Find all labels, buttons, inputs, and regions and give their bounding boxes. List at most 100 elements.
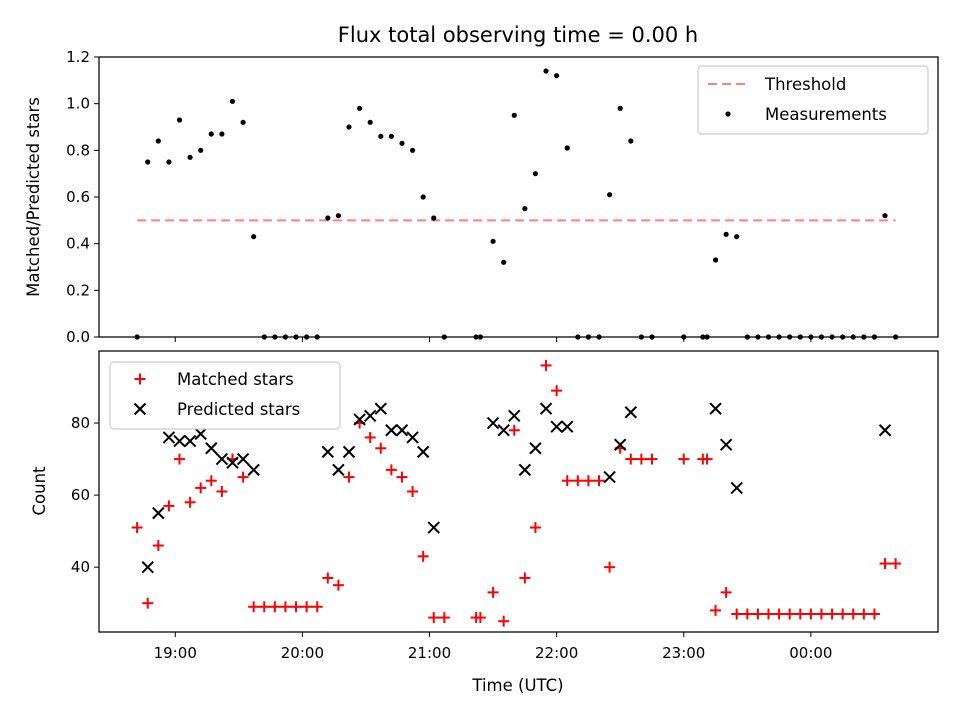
legend-threshold-label: Threshold (764, 75, 846, 94)
matched-point (773, 608, 785, 620)
measurement-point (187, 154, 193, 160)
legend-matched-swatch (134, 373, 146, 385)
count-panel: 40 60 80 19:00 20:00 21:00 22:00 23:00 00:00 Co… (30, 350, 939, 695)
predicted-point (550, 420, 563, 433)
predicted-point (719, 438, 733, 451)
measurement-point (251, 234, 257, 240)
measurement-point (501, 259, 507, 265)
predicted-point (561, 420, 574, 433)
count-y-tick-label: 60 (71, 486, 90, 504)
measurement-point (198, 147, 204, 153)
predicted-point (518, 463, 532, 477)
matched-point (385, 464, 397, 476)
measurement-point (554, 73, 560, 79)
matched-point (529, 522, 541, 534)
matched-point (741, 608, 753, 620)
matched-point (561, 475, 573, 487)
legend-predicted-label: Predicted stars (177, 400, 300, 419)
count-y-tick-label: 40 (71, 558, 90, 576)
count-x-tick-label: 23:00 (662, 644, 705, 662)
matched-point (879, 558, 891, 570)
count-x-tick-label: 21:00 (408, 644, 451, 662)
legend-matched-label: Matched stars (177, 370, 294, 389)
measurement-point (378, 133, 384, 139)
ratio-y-ticks: 0.0 0.2 0.4 0.6 0.8 1.0 1.2 (66, 48, 99, 346)
count-legend-box (109, 361, 341, 430)
ratio-y-tick-label: 0.6 (66, 188, 90, 206)
count-y-ticks: 40 60 80 (71, 414, 99, 576)
matched-point (646, 453, 658, 465)
matched-point (364, 431, 376, 443)
ratio-y-tick-label: 0.4 (66, 235, 90, 253)
matched-point (322, 572, 334, 584)
matched-point (195, 482, 207, 494)
matched-point (269, 601, 281, 613)
measurement-point (325, 215, 331, 221)
matched-point (163, 500, 175, 512)
matched-point (701, 453, 713, 465)
matched-point (625, 453, 637, 465)
matched-point (205, 475, 217, 487)
matched-point (582, 475, 594, 487)
ratio-y-tick-label: 1.0 (66, 95, 90, 113)
count-x-tick-label: 20:00 (281, 644, 324, 662)
matched-point (311, 601, 323, 613)
matched-point (396, 471, 408, 483)
measurement-point (240, 119, 246, 125)
predicted-point (321, 445, 335, 459)
measurement-point (628, 138, 634, 144)
predicted-point (497, 424, 510, 437)
matched-point (731, 608, 743, 620)
count-x-tick-label: 00:00 (789, 644, 832, 662)
matched-point (343, 471, 355, 483)
ratio-y-tick-label: 0.8 (66, 141, 90, 159)
measurement-point (522, 206, 528, 212)
predicted-point (173, 434, 186, 448)
matched-point (519, 572, 531, 584)
matched-point (826, 608, 838, 620)
matched-point (572, 475, 584, 487)
matched-point (142, 597, 154, 609)
measurement-point (617, 105, 623, 111)
measurement-point (356, 105, 363, 111)
measurement-point (219, 131, 225, 137)
predicted-point (226, 456, 239, 469)
legend-predicted-swatch (133, 402, 147, 416)
measurement-point (532, 171, 539, 177)
matched-point (237, 471, 249, 483)
ratio-axes-frame (98, 56, 939, 338)
matched-point (508, 424, 520, 436)
count-legend: Matched stars Predicted stars (109, 361, 341, 430)
matched-point (152, 540, 164, 552)
predicted-point (613, 438, 627, 451)
count-x-tick-label: 19:00 (154, 644, 197, 662)
predicted-point (416, 445, 430, 459)
measurement-point (399, 140, 405, 146)
predicted-point (603, 470, 616, 484)
predicted-point (406, 431, 419, 444)
measurement-point (490, 238, 496, 244)
matched-point (551, 385, 563, 397)
matched-point (890, 558, 902, 570)
matched-point (837, 608, 849, 620)
predicted-point (152, 506, 165, 520)
predicted-point (529, 442, 542, 455)
matched-point (593, 475, 605, 487)
matched-point (498, 615, 510, 627)
predicted-point (878, 424, 892, 437)
measurement-point (409, 147, 416, 153)
count-axes-frame (98, 350, 939, 633)
matched-point (216, 486, 228, 497)
measurement-point (712, 257, 719, 263)
matched-point (794, 608, 806, 620)
matched-point (248, 601, 260, 613)
matched-point (258, 601, 270, 613)
count-x-tick-label: 22:00 (535, 644, 578, 662)
matched-point (290, 601, 302, 613)
measurement-point (176, 117, 183, 123)
matched-points (131, 359, 902, 627)
predicted-point (374, 402, 387, 415)
chart-title: Flux total observing time = 0.00 h (338, 23, 698, 47)
matched-point (720, 586, 732, 598)
